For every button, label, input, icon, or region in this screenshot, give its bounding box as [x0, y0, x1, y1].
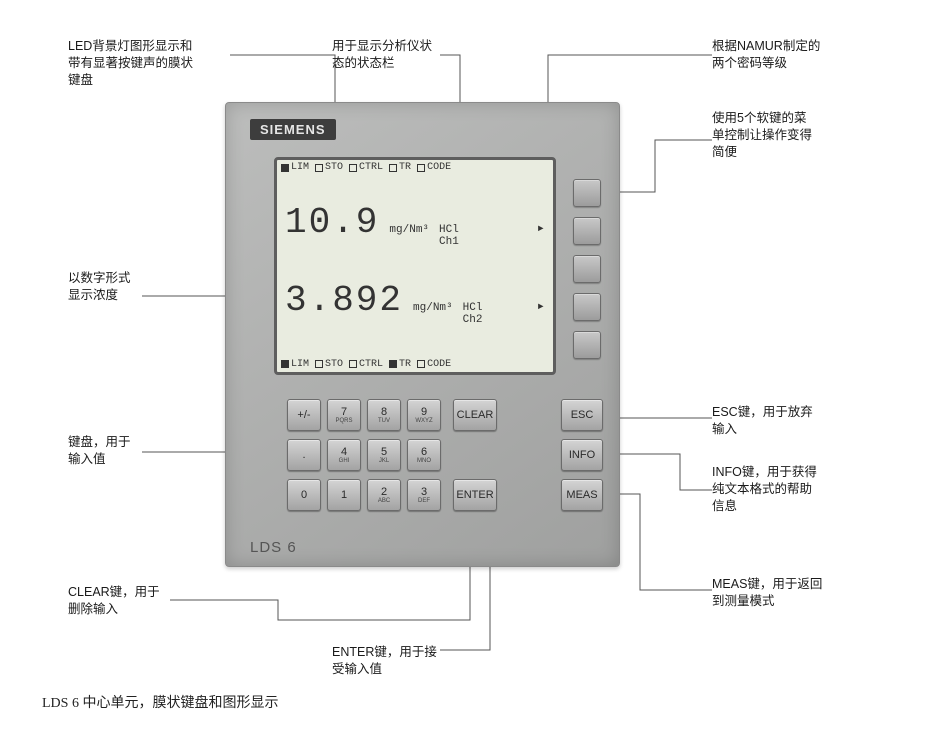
softkey-2[interactable]: [573, 217, 601, 245]
meas-button[interactable]: MEAS: [561, 479, 603, 511]
callout-right-4: MEAS键，用于返回到测量模式: [712, 576, 887, 610]
brand-label: SIEMENS: [250, 119, 336, 140]
lcd-display: LIM STO CTRL TR CODE 10.9 mg/Nm³ HCl Ch1 ▸ 3…: [274, 157, 556, 375]
key-[interactable]: +/-: [287, 399, 321, 431]
callout-topMid-0: 用于显示分析仪状态的状态栏: [332, 38, 507, 72]
reading-ch1-tags: HCl Ch1: [439, 224, 459, 248]
reading-ch2-marker: ▸: [537, 298, 545, 315]
key-3[interactable]: 3DEF: [407, 479, 441, 511]
enter-button[interactable]: ENTER: [453, 479, 497, 511]
callout-left-2: 键盘，用于输入值: [68, 434, 243, 468]
reading-ch1-value: 10.9: [285, 202, 379, 243]
key-9[interactable]: 9WXYZ: [407, 399, 441, 431]
key-7[interactable]: 7PQRS: [327, 399, 361, 431]
status-cell-sto: STO: [315, 359, 343, 370]
callout-bottomMid-0: ENTER键，用于接受输入值: [332, 644, 507, 678]
softkey-4[interactable]: [573, 293, 601, 321]
status-cell-lim: LIM: [281, 359, 309, 370]
softkey-5[interactable]: [573, 331, 601, 359]
status-bar-bottom: LIM STO CTRL TR CODE: [277, 357, 553, 372]
status-cell-sto: STO: [315, 162, 343, 173]
status-cell-code: CODE: [417, 359, 451, 370]
status-cell-code: CODE: [417, 162, 451, 173]
status-cell-tr: TR: [389, 162, 411, 173]
callout-right-2: ESC键，用于放弃输入: [712, 404, 887, 438]
reading-ch2-unit: mg/Nm³: [413, 302, 453, 314]
esc-button[interactable]: ESC: [561, 399, 603, 431]
key-[interactable]: .: [287, 439, 321, 471]
clear-button[interactable]: CLEAR: [453, 399, 497, 431]
key-2[interactable]: 2ABC: [367, 479, 401, 511]
model-label: LDS 6: [250, 539, 297, 556]
status-cell-ctrl: CTRL: [349, 162, 383, 173]
reading-ch1-marker: ▸: [537, 220, 545, 237]
reading-ch2-tags: HCl Ch2: [463, 302, 483, 326]
softkey-3[interactable]: [573, 255, 601, 283]
reading-ch2: 3.892 mg/Nm³ HCl Ch2 ▸: [277, 280, 553, 330]
status-bar-top: LIM STO CTRL TR CODE: [277, 160, 553, 175]
status-cell-tr: TR: [389, 359, 411, 370]
reading-ch1-unit: mg/Nm³: [389, 224, 429, 236]
callout-left-3: CLEAR键，用于删除输入: [68, 584, 243, 618]
key-5[interactable]: 5JKL: [367, 439, 401, 471]
reading-ch2-value: 3.892: [285, 280, 403, 321]
callout-right-0: 根据NAMUR制定的两个密码等级: [712, 38, 887, 72]
status-cell-lim: LIM: [281, 162, 309, 173]
callout-left-0: LED背景灯图形显示和带有显著按键声的膜状键盘: [68, 38, 243, 89]
reading-ch1: 10.9 mg/Nm³ HCl Ch1 ▸: [277, 202, 553, 252]
device-panel: SIEMENS LIM STO CTRL TR CODE 10.9 mg/Nm³ HCl…: [225, 102, 620, 567]
figure-caption: LDS 6 中心单元，膜状键盘和图形显示: [42, 692, 278, 712]
key-1[interactable]: 1: [327, 479, 361, 511]
key-4[interactable]: 4GHI: [327, 439, 361, 471]
key-8[interactable]: 8TUV: [367, 399, 401, 431]
key-6[interactable]: 6MNO: [407, 439, 441, 471]
info-button[interactable]: INFO: [561, 439, 603, 471]
softkey-1[interactable]: [573, 179, 601, 207]
status-cell-ctrl: CTRL: [349, 359, 383, 370]
callout-right-1: 使用5个软键的菜单控制让操作变得简便: [712, 110, 887, 161]
key-0[interactable]: 0: [287, 479, 321, 511]
callout-right-3: INFO键，用于获得纯文本格式的帮助信息: [712, 464, 887, 515]
callout-left-1: 以数字形式显示浓度: [68, 270, 243, 304]
